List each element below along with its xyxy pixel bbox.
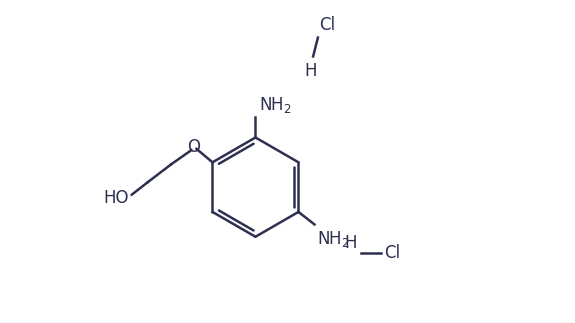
- Text: H: H: [344, 234, 357, 252]
- Text: Cl: Cl: [320, 16, 336, 34]
- Text: HO: HO: [103, 189, 129, 207]
- Text: NH$_2$: NH$_2$: [317, 229, 350, 249]
- Text: NH$_2$: NH$_2$: [259, 95, 292, 115]
- Text: Cl: Cl: [385, 244, 401, 262]
- Text: O: O: [187, 138, 201, 156]
- Text: H: H: [304, 62, 317, 79]
